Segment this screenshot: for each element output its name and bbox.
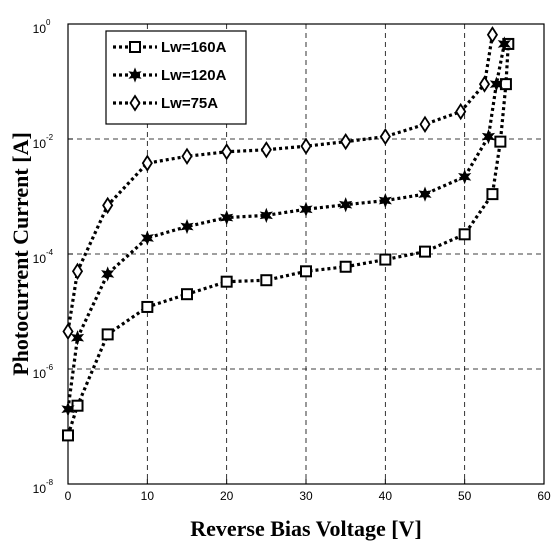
y-tick-base: 10: [33, 22, 47, 36]
data-point: [259, 207, 273, 223]
data-point: [102, 196, 114, 215]
data-point: [140, 230, 154, 246]
data-point: [300, 265, 312, 278]
data-point: [101, 328, 114, 341]
y-tick-exponent: -2: [46, 133, 54, 142]
series-square: [62, 37, 515, 442]
data-point: [497, 36, 511, 52]
data-point: [260, 141, 272, 159]
data-point: [481, 129, 496, 145]
y-tick-exponent: -6: [46, 363, 54, 372]
x-tick-label: 60: [537, 489, 551, 503]
series-diamond: [62, 26, 499, 341]
y-tick-label: 10 -2: [33, 133, 54, 151]
data-point: [455, 102, 467, 121]
data-point: [62, 322, 74, 341]
x-tick-label: 10: [141, 489, 155, 503]
series-line: [66, 34, 495, 332]
legend-label: Lw=160A: [161, 39, 227, 56]
data-point: [378, 192, 392, 209]
data-point: [339, 197, 353, 213]
y-tick-label: 10 -6: [33, 363, 54, 381]
legend-marker: [128, 67, 142, 83]
x-tick-label: 0: [65, 489, 72, 503]
data-point: [181, 147, 193, 165]
legend-label: Lw=120A: [161, 67, 227, 84]
x-tick-label: 30: [299, 489, 313, 503]
series-line: [66, 43, 506, 410]
data-point: [486, 188, 499, 201]
y-tick-label: 10 0: [33, 18, 51, 36]
data-point: [419, 245, 431, 258]
data-point: [339, 260, 352, 273]
data-point: [478, 75, 491, 93]
data-series: [61, 26, 515, 442]
legend-label: Lw=75A: [161, 95, 218, 112]
legend: Lw=160A Lw=120A Lw=75A: [105, 30, 247, 125]
data-point: [141, 300, 154, 313]
data-point: [180, 218, 194, 235]
series-line: [66, 43, 510, 436]
data-point: [379, 253, 392, 266]
y-tick-base: 10: [33, 482, 47, 496]
x-tick-label: 20: [220, 489, 234, 503]
data-point: [379, 127, 391, 146]
y-tick-exponent: 0: [46, 18, 51, 27]
y-tick-label: 10 -4: [33, 248, 54, 266]
legend-marker: [129, 41, 141, 53]
x-axis-label: Reverse Bias Voltage [V]: [190, 516, 422, 541]
data-point: [220, 209, 234, 226]
data-point: [71, 399, 84, 412]
data-point: [101, 266, 115, 282]
data-point: [181, 288, 193, 301]
y-tick-base: 10: [33, 137, 47, 151]
data-point: [220, 275, 233, 288]
data-point: [486, 26, 499, 44]
data-point: [489, 76, 503, 92]
data-point: [494, 135, 507, 148]
data-point: [260, 274, 273, 287]
data-point: [419, 115, 431, 133]
data-point: [458, 228, 471, 241]
legend-item: Lw=75A: [113, 94, 218, 112]
data-point: [499, 78, 512, 91]
x-tick-label: 50: [458, 489, 472, 503]
data-point: [299, 201, 313, 217]
y-tick-base: 10: [33, 252, 47, 266]
data-point: [62, 429, 74, 442]
data-point: [458, 169, 472, 185]
data-point: [340, 132, 352, 151]
legend-item: Lw=160A: [113, 39, 227, 56]
data-point: [141, 154, 153, 172]
x-tick-label: 40: [379, 489, 393, 503]
data-point: [71, 262, 84, 280]
legend-item: Lw=120A: [113, 67, 227, 84]
y-tick-label: 10 -8: [33, 478, 54, 496]
data-point: [61, 401, 75, 417]
y-tick-exponent: -8: [46, 478, 54, 487]
y-tick-base: 10: [33, 367, 47, 381]
legend-marker: [129, 94, 141, 112]
y-tick-exponent: -4: [46, 248, 54, 257]
data-point: [70, 330, 85, 346]
series-star: [61, 36, 511, 417]
data-point: [221, 143, 233, 161]
y-axis-label: Photocurrent Current [A]: [8, 132, 33, 376]
data-point: [418, 186, 432, 202]
data-point: [300, 137, 312, 155]
